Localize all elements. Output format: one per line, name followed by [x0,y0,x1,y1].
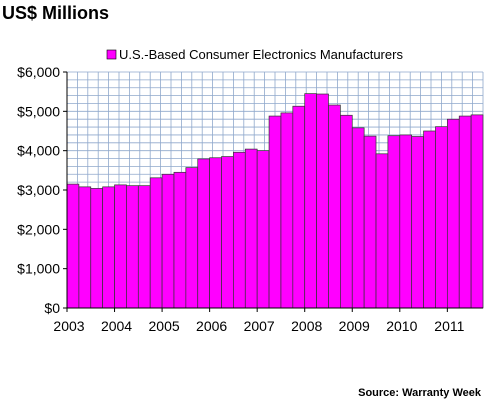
bar [340,114,353,309]
bar [256,150,270,309]
source-note: Source: Warranty Week [358,387,482,399]
x-tick-label: 2003 [53,318,84,334]
bar [435,126,448,309]
bar [470,114,484,309]
chart-title: US$ Millions [2,3,109,23]
bar [126,185,139,309]
bar [292,105,306,309]
y-tick-label: $4,000 [17,143,60,159]
bar [328,104,341,309]
y-tick-label: $0 [44,300,60,316]
y-tick-label: $1,000 [17,261,60,277]
bar [244,148,258,309]
bar [268,115,282,309]
x-tick-label: 2004 [101,318,132,334]
bar [90,188,104,309]
x-tick-label: 2009 [339,318,370,334]
bar [102,186,115,309]
bar [423,130,436,309]
bar [351,127,365,309]
bar [375,153,389,309]
bar [316,93,329,309]
bar [137,185,151,309]
y-tick-label: $3,000 [17,182,60,198]
y-tick-label: $5,000 [17,103,60,119]
bar [114,184,127,309]
bar [399,134,413,309]
x-tick-label: 2005 [149,318,180,334]
bar [446,118,460,309]
bar [185,167,199,309]
bar [221,156,234,309]
bar [209,157,222,309]
bar [173,171,187,309]
legend-swatch [106,49,117,60]
bar [149,177,163,309]
bar [363,135,377,309]
bar [280,112,294,309]
plot-area: $0 $1,000 $2,000 $3,000 $4,000 $5,000 $6,000 20… [17,64,484,334]
legend: U.S.-Based Consumer Electronics Manufact… [106,47,403,62]
x-tick-label: 2011 [434,318,464,334]
bar [304,93,317,309]
bar [66,183,80,309]
bar [197,158,210,309]
x-tick-label: 2010 [386,318,417,334]
x-tick-label: 2006 [196,318,227,334]
bar [78,186,92,309]
y-tick-label: $2,000 [17,221,60,237]
x-tick-label: 2008 [291,318,322,334]
bar [458,115,472,309]
bar [233,151,246,309]
bar [411,136,424,309]
y-tick-label: $6,000 [17,64,60,80]
bar [161,173,175,309]
x-tick-label: 2007 [244,318,275,334]
bar [387,135,401,309]
legend-label: U.S.-Based Consumer Electronics Manufact… [119,47,403,62]
